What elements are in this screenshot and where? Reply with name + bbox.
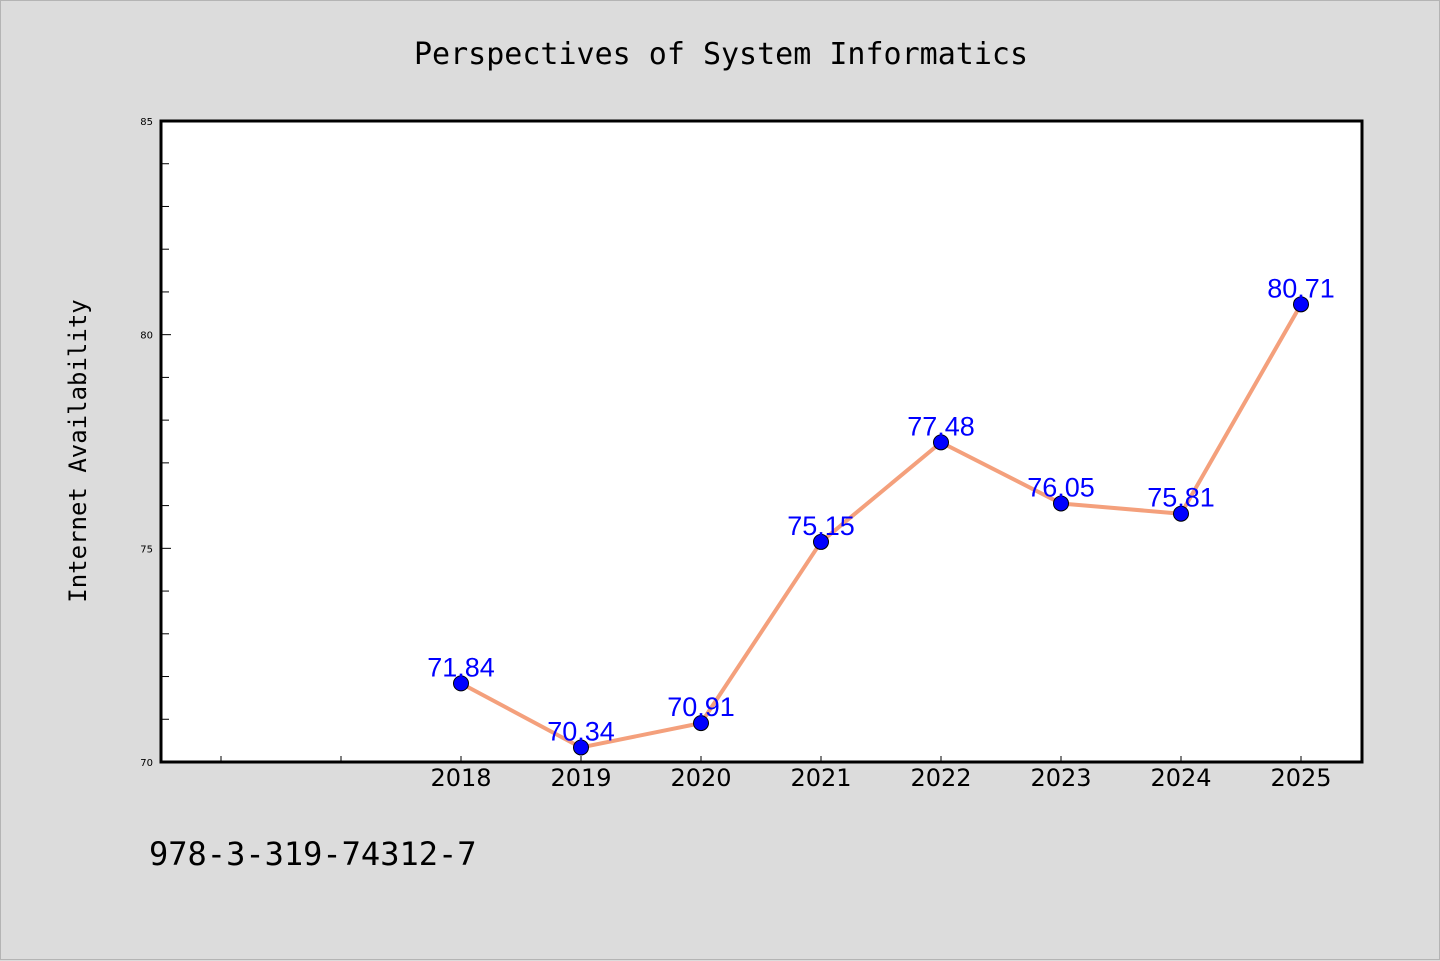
data-point [1293,296,1309,313]
data-label: 75.15 [787,511,855,541]
x-tick-label: 2019 [550,764,611,792]
data-label: 77.48 [907,411,975,441]
series-line-group [453,296,1309,756]
x-tick-label: 2025 [1270,764,1331,792]
x-tick-label: 2023 [1030,764,1091,792]
x-tick-label: 2022 [910,764,971,792]
chart-title: Perspectives of System Informatics [414,37,1028,72]
y-tick-label: 75 [140,544,153,555]
data-point [933,434,949,451]
data-point [453,675,469,692]
data-label: 70.91 [667,692,735,722]
y-tick-label: 70 [140,758,153,769]
x-tick-label: 2021 [790,764,851,792]
data-point [693,715,709,732]
data-point [813,533,829,550]
data-point [1053,495,1069,512]
y-tick-label: 85 [140,117,153,128]
isbn-text: 978-3-319-74312-7 [149,835,477,873]
data-label: 80.71 [1267,273,1335,303]
y-axis: 70 75 80 85 [140,117,171,769]
data-label: 76.05 [1027,472,1095,502]
data-point [1173,505,1189,522]
plot-area [159,119,1364,764]
x-tick-label: 2024 [1150,764,1211,792]
y-axis-label: Internet Availability [64,299,92,602]
x-axis: 2018 2019 2020 2021 2022 2023 2024 2025 [220,756,1332,792]
y-tick-label: 80 [140,331,153,342]
data-point [573,739,589,756]
series-line [460,303,1303,750]
x-tick-label: 2018 [430,764,491,792]
x-tick-label: 2020 [670,764,731,792]
data-label: 71.84 [427,652,495,682]
data-label: 70.34 [547,716,615,746]
data-labels-group: 71.84 70.34 70.91 75.15 77.48 76.05 75.81 80.71 [427,273,1335,746]
data-label: 75.81 [1147,483,1215,513]
